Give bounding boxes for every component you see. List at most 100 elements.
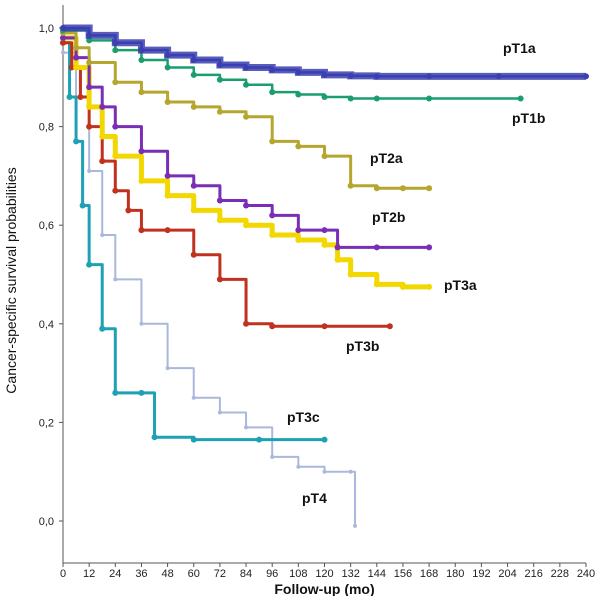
series-point-pT1b <box>295 91 302 98</box>
series-point-pT3a <box>138 177 145 184</box>
series-pT1a <box>60 24 589 80</box>
series-point-pT1b <box>112 47 119 54</box>
series-point-pT1b <box>216 76 223 83</box>
series-line-pT3b <box>63 41 390 328</box>
series-point-pT1b <box>190 71 197 78</box>
series-point-pT3a <box>269 232 276 239</box>
series-point-pT3a <box>243 222 250 229</box>
series-point-pT2b <box>269 212 276 219</box>
series-point-pT1a <box>295 69 302 76</box>
series-point-pT2a <box>295 143 302 150</box>
series-point-pT1a <box>216 61 223 68</box>
series-point-pT3c <box>79 202 86 209</box>
series-point-pT4 <box>165 366 170 371</box>
series-point-pT2a <box>86 59 93 66</box>
series-label-pT1b: pT1b <box>512 110 545 126</box>
series-point-pT1b <box>243 81 250 88</box>
series-point-pT2b <box>60 34 66 41</box>
x-tick-label: 132 <box>341 568 359 580</box>
series-point-pT3b <box>321 323 328 330</box>
series-point-pT2b <box>73 54 80 61</box>
series-point-pT4 <box>191 395 196 400</box>
series-point-pT1a <box>112 39 119 46</box>
series-pT3b <box>60 39 393 330</box>
series-point-pT3c <box>66 94 73 101</box>
series-point-pT1a <box>583 73 589 80</box>
series-line-pT1b <box>63 29 521 100</box>
series-point-pT2b <box>295 227 302 234</box>
y-ticks: 0,0 0,2 0,4 0,6 0,8 1,0 <box>39 23 63 528</box>
series-point-pT1a <box>243 64 250 71</box>
x-tick-label: 144 <box>368 568 386 580</box>
series-point-pT2b <box>243 202 250 209</box>
series-point-pT2b <box>190 182 197 189</box>
series-line-pT3a <box>63 35 430 290</box>
series-point-pT3c <box>112 389 119 396</box>
series-point-pT3a <box>164 192 171 199</box>
y-tick-label: 0,6 <box>39 220 54 232</box>
series-point-pT4 <box>87 168 92 173</box>
y-axis-title: Cancer-specific survival probabilities <box>3 167 19 393</box>
series-point-pT4 <box>61 50 65 55</box>
series-point-pT3a <box>334 256 341 263</box>
x-tick-label: 120 <box>315 568 333 580</box>
series-point-pT1a <box>347 72 354 79</box>
series-point-pT1a <box>495 73 502 80</box>
series-point-pT3a <box>216 217 223 224</box>
series-point-pT2b <box>99 103 106 110</box>
series-point-pT4 <box>322 469 327 474</box>
series-point-pT4 <box>244 425 249 430</box>
series-point-pT3c <box>99 325 106 332</box>
x-tick-label: 108 <box>289 568 307 580</box>
x-tick-label: 204 <box>498 568 516 580</box>
series-point-pT2a <box>243 113 250 120</box>
series-point-pT1a <box>373 73 380 80</box>
series-point-pT3b <box>99 158 106 165</box>
series-point-pT1a <box>164 52 171 59</box>
series-line-pT4 <box>63 51 357 526</box>
series-point-pT3b <box>216 276 223 283</box>
series-point-pT3a <box>426 283 433 290</box>
series-point-pT2a <box>112 79 119 86</box>
series-point-pT4 <box>139 321 144 326</box>
series-point-pT1b <box>164 64 171 71</box>
series-point-pT1b <box>373 95 380 102</box>
series-pT4 <box>61 50 358 528</box>
series-point-pT3a <box>86 103 93 110</box>
x-tick-label: 12 <box>83 568 95 580</box>
series-point-pT1a <box>426 73 433 80</box>
series-point-pT2b <box>112 123 119 130</box>
series-label-pT4: pT4 <box>302 490 327 506</box>
series-point-pT4 <box>348 469 353 474</box>
series-point-pT2b <box>426 244 433 251</box>
series-point-pT3b <box>269 323 276 330</box>
series-point-pT2a <box>269 138 276 145</box>
series-point-pT2a <box>321 153 328 160</box>
series-point-pT3a <box>373 281 380 288</box>
series-pT3c <box>60 39 328 443</box>
series-point-pT3c <box>256 436 263 443</box>
series-point-pT4 <box>217 410 222 415</box>
series-point-pT2a <box>399 185 406 192</box>
x-tick-label: 84 <box>240 568 252 580</box>
series-pT3a <box>60 34 433 290</box>
series-point-pT2a <box>347 182 354 189</box>
series-point-pT2a <box>190 103 197 110</box>
x-tick-label: 240 <box>577 568 595 580</box>
series-point-pT3a <box>112 153 119 160</box>
series-point-pT3a <box>73 64 80 71</box>
series-labels: pT1a pT1b pT2a pT2b pT3a pT3b pT3c pT4 <box>287 40 545 506</box>
series-point-pT2a <box>216 108 223 115</box>
series-point-pT3b <box>77 94 84 101</box>
x-ticks: 0 12 24 36 48 60 72 84 96 108 120 132 144 156 168 180 19… <box>60 563 595 580</box>
series-point-pT3b <box>68 64 75 71</box>
series-line-pT3c <box>63 41 325 442</box>
x-tick-label: 96 <box>266 568 278 580</box>
series-point-pT2b <box>216 197 223 204</box>
series-point-pT4 <box>270 454 275 459</box>
series-point-pT2b <box>321 227 328 234</box>
series-point-pT3c <box>138 389 145 396</box>
series-point-pT2a <box>73 44 80 51</box>
series-label-pT3b: pT3b <box>346 338 379 354</box>
